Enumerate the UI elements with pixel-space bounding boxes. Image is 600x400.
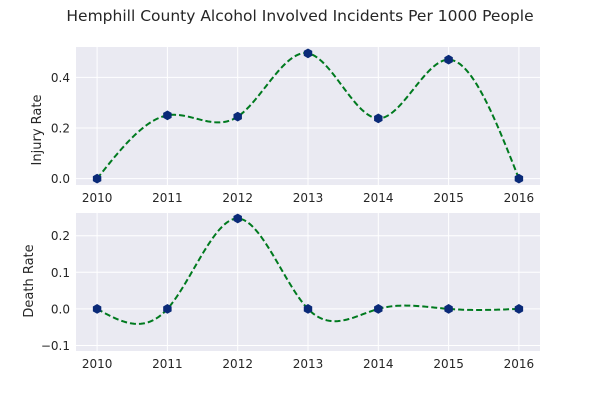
death-xtick-label: 2010 — [82, 357, 113, 371]
injury-xtick-label: 2010 — [82, 191, 113, 205]
death-data-point — [444, 304, 453, 314]
injury-xtick-label: 2016 — [504, 191, 535, 205]
death-xtick-label: 2014 — [363, 357, 394, 371]
death-data-point — [514, 304, 524, 314]
injury-rate-ylabel: Injury Rate — [30, 95, 45, 166]
death-ytick-label: 0.1 — [51, 266, 70, 280]
death-ytick-label: 0.0 — [51, 302, 70, 316]
injury-ytick-label: 0.4 — [51, 71, 70, 85]
injury-data-point — [303, 48, 313, 59]
death-xtick-label: 2011 — [152, 357, 183, 371]
injury-xtick-label: 2015 — [433, 191, 464, 205]
injury-data-point — [374, 113, 383, 124]
death-rate-ylabel: Death Rate — [22, 244, 37, 317]
injury-rate-panel: Injury Rate 2010 2011 2012 2013 2014 2015 2016… — [30, 47, 540, 205]
death-xtick-label: 2013 — [293, 357, 324, 371]
injury-ytick-label: 0.2 — [51, 122, 70, 136]
death-data-point — [233, 213, 242, 224]
injury-ytick-label: 0.0 — [51, 172, 70, 186]
injury-xtick-label: 2011 — [152, 191, 183, 205]
death-data-point — [303, 304, 313, 314]
death-xtick-label: 2015 — [433, 357, 464, 371]
death-ytick-label: −0.1 — [41, 339, 70, 353]
death-data-point — [374, 304, 383, 314]
injury-xtick-label: 2014 — [363, 191, 394, 205]
chart-title: Hemphill County Alcohol Involved Inciden… — [66, 7, 533, 25]
injury-xtick-label: 2012 — [222, 191, 253, 205]
death-rate-panel: Death Rate 2010 2011 2012 2013 2014 2015 2016 −… — [22, 213, 540, 371]
death-data-point — [163, 304, 172, 314]
injury-xtick-label: 2013 — [293, 191, 324, 205]
injury-data-point — [233, 111, 242, 122]
injury-data-point — [514, 173, 524, 184]
death-data-point — [92, 304, 102, 314]
death-xtick-label: 2016 — [504, 357, 535, 371]
injury-data-point — [92, 173, 102, 184]
death-xtick-label: 2012 — [222, 357, 253, 371]
death-ytick-label: 0.2 — [51, 229, 70, 243]
injury-data-point — [444, 54, 453, 65]
injury-data-point — [163, 110, 172, 121]
